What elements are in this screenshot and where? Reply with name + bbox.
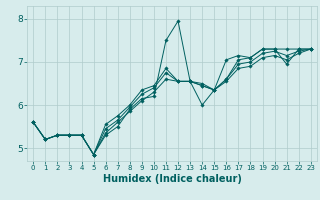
X-axis label: Humidex (Indice chaleur): Humidex (Indice chaleur) xyxy=(103,174,241,184)
